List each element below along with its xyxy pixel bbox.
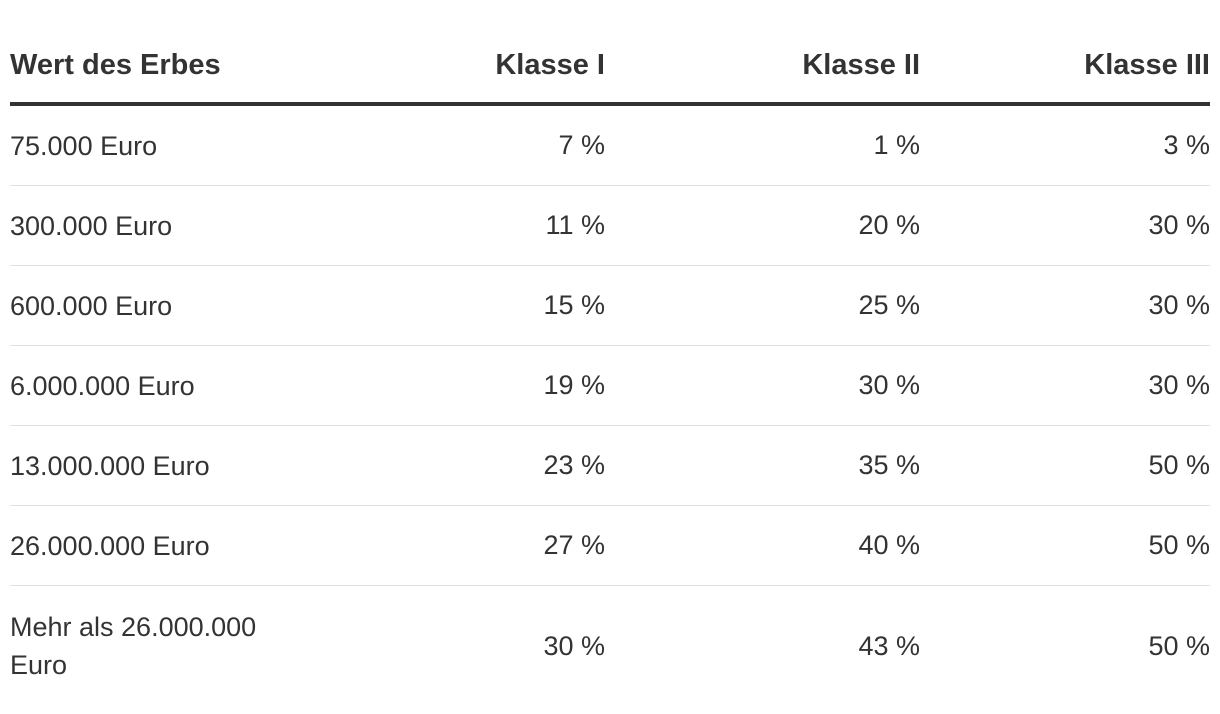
header-wert-des-erbes: Wert des Erbes — [10, 28, 310, 106]
table-row: 13.000.000 Euro 23 % 35 % 50 % — [10, 425, 1210, 506]
table-body: 75.000 Euro 7 % 1 % 3 % 300.000 Euro 11 … — [10, 104, 1210, 706]
table-row: 26.000.000 Euro 27 % 40 % 50 % — [10, 505, 1210, 586]
header-klasse-2: Klasse II — [605, 28, 920, 106]
cell-klasse-3: 30 % — [920, 265, 1210, 346]
cell-klasse-2: 30 % — [605, 345, 920, 426]
cell-klasse-2: 43 % — [858, 630, 920, 661]
cell-klasse-3: 30 % — [920, 185, 1210, 266]
cell-klasse-1: 27 % — [310, 505, 605, 586]
cell-klasse-2: 20 % — [605, 185, 920, 266]
cell-klasse-2: 40 % — [605, 505, 920, 586]
cell-klasse-1: 23 % — [310, 425, 605, 506]
cell-klasse-3: 3 % — [920, 104, 1210, 186]
cell-klasse-3: 30 % — [920, 345, 1210, 426]
header-row: Wert des Erbes Klasse I Klasse II Klasse… — [10, 28, 1210, 106]
cell-klasse-2: 35 % — [605, 425, 920, 506]
cell-klasse-1: 30 % — [543, 630, 605, 661]
cell-klasse-3: 50 % — [920, 425, 1210, 506]
table-header: Wert des Erbes Klasse I Klasse II Klasse… — [10, 28, 1210, 106]
table-row: 75.000 Euro 7 % 1 % 3 % — [10, 104, 1210, 186]
cell-klasse-3: 50 % — [920, 505, 1210, 586]
cell-wert: 600.000 Euro — [10, 265, 310, 346]
header-klasse-3: Klasse III — [920, 28, 1210, 106]
table-row: 600.000 Euro 15 % 25 % 30 % — [10, 265, 1210, 346]
cell-klasse-2: 25 % — [605, 265, 920, 346]
header-klasse-1: Klasse I — [310, 28, 605, 106]
cell-wert: Mehr als 26.000.000 Euro — [10, 586, 310, 707]
cell-klasse-1: 15 % — [310, 265, 605, 346]
cell-klasse-2: 1 % — [605, 104, 920, 186]
cell-klasse-1: 7 % — [310, 104, 605, 186]
table-row: 300.000 Euro 11 % 20 % 30 % — [10, 185, 1210, 266]
cell-klasse-1: 19 % — [310, 345, 605, 426]
cell-wert-text: Mehr als 26.000.000 Euro — [10, 612, 257, 680]
table-row: 6.000.000 Euro 19 % 30 % 30 % — [10, 345, 1210, 426]
table-row: Mehr als 26.000.000 Euro 30 % 43 % 50 % — [10, 586, 1210, 707]
cell-wert: 13.000.000 Euro — [10, 425, 310, 506]
cell-klasse-3: 50 % — [1148, 630, 1210, 661]
tax-table-container: Wert des Erbes Klasse I Klasse II Klasse… — [10, 28, 1210, 706]
cell-wert: 26.000.000 Euro — [10, 505, 310, 586]
cell-klasse-1: 11 % — [310, 185, 605, 266]
cell-wert: 75.000 Euro — [10, 104, 310, 186]
cell-wert: 6.000.000 Euro — [10, 345, 310, 426]
cell-wert: 300.000 Euro — [10, 185, 310, 266]
inheritance-tax-table: Wert des Erbes Klasse I Klasse II Klasse… — [10, 28, 1210, 706]
